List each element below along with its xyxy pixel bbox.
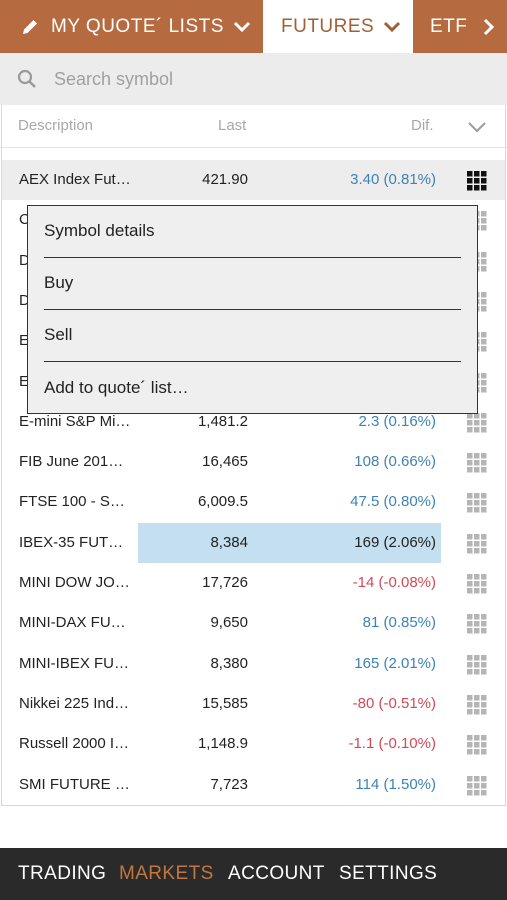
grid-menu-icon[interactable]: [466, 452, 488, 474]
row-description: FIB June 201…: [19, 453, 124, 470]
search-input[interactable]: [52, 67, 436, 91]
row-dif: -14 (-0.08%): [352, 574, 436, 591]
context-menu: Symbol details Buy Sell Add to quote´ li…: [27, 205, 478, 414]
grid-menu-icon[interactable]: [466, 533, 488, 555]
chevron-down-icon: [384, 21, 401, 32]
table-row[interactable]: IBEX-35 FUT… 8,384 169 (2.06%): [2, 523, 505, 563]
row-dif: 169 (2.06%): [354, 534, 436, 551]
tab-label: MY QUOTE´ LISTS: [51, 15, 224, 37]
nav-account[interactable]: ACCOUNT: [228, 863, 325, 884]
column-description[interactable]: Description: [18, 117, 94, 134]
chevron-right-icon: [484, 18, 495, 35]
tab-label: FUTURES: [281, 15, 375, 37]
divider: [44, 257, 461, 258]
tab-etf[interactable]: ETF: [413, 0, 507, 53]
row-last: 17,726: [202, 574, 248, 591]
row-dif: 81 (0.85%): [362, 614, 436, 631]
grid-menu-icon[interactable]: [466, 492, 488, 514]
row-description: C: [19, 211, 30, 228]
row-description: MINI-IBEX FU…: [19, 655, 130, 672]
table-row[interactable]: Nikkei 225 Ind… 15,585 -80 (-0.51%): [2, 684, 505, 724]
divider: [44, 361, 461, 362]
table-row[interactable]: MINI-IBEX FU… 8,380 165 (2.01%): [2, 644, 505, 684]
search-bar: [0, 53, 507, 105]
grid-menu-icon[interactable]: [466, 573, 488, 595]
row-highlight: [138, 523, 441, 563]
search-icon: [17, 69, 36, 88]
grid-menu-icon[interactable]: [466, 694, 488, 716]
divider: [44, 309, 461, 310]
row-last: 1,481.2: [197, 413, 248, 430]
grid-menu-icon[interactable]: [466, 654, 488, 676]
grid-menu-icon[interactable]: [466, 170, 488, 192]
row-description: Nikkei 225 Ind…: [19, 695, 130, 712]
chevron-down-icon: [233, 21, 250, 32]
row-description: D: [19, 292, 30, 309]
grid-menu-icon[interactable]: [466, 775, 488, 797]
row-last: 1,148.9: [197, 735, 248, 752]
row-last: 8,384: [210, 534, 248, 551]
tab-label: ETF: [430, 15, 468, 37]
row-last: 8,380: [210, 655, 248, 672]
menu-item-sell[interactable]: Sell: [44, 325, 73, 344]
table-row[interactable]: FIB June 201… 16,465 108 (0.66%): [2, 442, 505, 482]
table-row[interactable]: MINI-DAX FU… 9,650 81 (0.85%): [2, 603, 505, 643]
row-description: D: [19, 252, 30, 269]
menu-item-add-to-quote-list[interactable]: Add to quote´ list…: [44, 378, 189, 397]
row-last: 9,650: [210, 614, 248, 631]
grid-menu-icon[interactable]: [466, 412, 488, 434]
row-last: 16,465: [202, 453, 248, 470]
row-description: SMI FUTURE …: [19, 776, 130, 793]
nav-settings[interactable]: SETTINGS: [339, 863, 438, 884]
row-description: IBEX-35 FUT…: [19, 534, 124, 551]
pencil-icon: [23, 19, 37, 34]
row-dif: 47.5 (0.80%): [350, 493, 436, 510]
tab-futures[interactable]: FUTURES: [263, 0, 413, 53]
top-tab-bar: MY QUOTE´ LISTS FUTURES ETF: [0, 0, 507, 53]
column-header: Description Last Dif.: [0, 105, 507, 148]
table-row[interactable]: MINI DOW JO… 17,726 -14 (-0.08%): [2, 563, 505, 603]
row-last: 421.90: [202, 171, 248, 188]
row-last: 15,585: [202, 695, 248, 712]
table-row[interactable]: Russell 2000 I… 1,148.9 -1.1 (-0.10%): [2, 724, 505, 764]
menu-item-buy[interactable]: Buy: [44, 273, 74, 292]
nav-trading[interactable]: TRADING: [18, 863, 107, 884]
row-dif: 165 (2.01%): [354, 655, 436, 672]
column-last[interactable]: Last: [218, 117, 247, 134]
row-dif: -1.1 (-0.10%): [348, 735, 436, 752]
row-dif: 114 (1.50%): [355, 776, 436, 793]
grid-menu-icon[interactable]: [466, 613, 488, 635]
row-last: 7,723: [210, 776, 248, 793]
bottom-nav: TRADING MARKETS ACCOUNT SETTINGS: [0, 848, 507, 900]
row-description: AEX Index Fut…: [19, 171, 131, 188]
row-description: E: [19, 373, 30, 390]
tab-my-quote-lists[interactable]: MY QUOTE´ LISTS: [0, 0, 263, 53]
table-row[interactable]: FTSE 100 - S… 6,009.5 47.5 (0.80%): [2, 482, 505, 522]
row-description: Russell 2000 I…: [19, 735, 130, 752]
row-description: MINI DOW JO…: [19, 574, 130, 591]
row-description: FTSE 100 - S…: [19, 493, 125, 510]
row-description: MINI-DAX FU…: [19, 614, 126, 631]
nav-markets[interactable]: MARKETS: [119, 863, 214, 884]
table-row[interactable]: E-mini S&P Mi… 1,481.2 2.3 (0.16%): [2, 402, 505, 442]
row-dif: 2.3 (0.16%): [358, 413, 436, 430]
table-row[interactable]: SMI FUTURE … 7,723 114 (1.50%): [2, 765, 505, 805]
row-dif: -80 (-0.51%): [352, 695, 436, 712]
menu-item-symbol-details[interactable]: Symbol details: [44, 221, 155, 240]
row-description: E: [19, 332, 30, 349]
row-description: E-mini S&P Mi…: [19, 413, 131, 430]
chevron-down-icon[interactable]: [467, 121, 487, 133]
grid-menu-icon[interactable]: [466, 734, 488, 756]
table-row[interactable]: AEX Index Fut… 421.90 3.40 (0.81%): [2, 160, 505, 200]
row-dif: 3.40 (0.81%): [350, 171, 436, 188]
column-dif[interactable]: Dif.: [411, 117, 434, 134]
quote-table-frame: [1, 105, 506, 806]
row-last: 6,009.5: [197, 493, 248, 510]
row-dif: 108 (0.66%): [354, 453, 436, 470]
